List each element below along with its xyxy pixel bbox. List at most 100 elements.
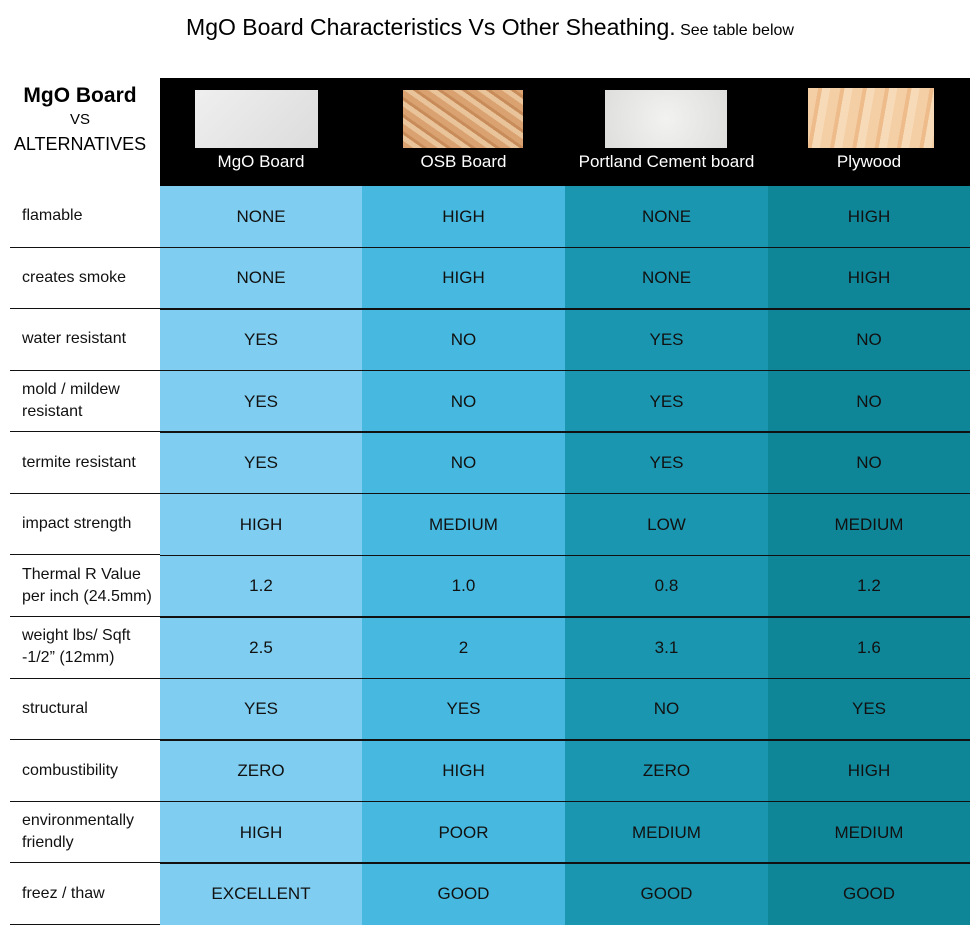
table-cell: MEDIUM <box>632 822 701 842</box>
row-label: environmentally friendly <box>10 802 160 864</box>
table-cell: YES <box>243 453 279 473</box>
table-cell: 1.0 <box>451 576 476 596</box>
row-label-line: environmentally <box>22 812 135 830</box>
mgo-swatch <box>195 90 318 148</box>
row-separator <box>160 862 970 864</box>
row-label: termite resistant <box>10 432 160 494</box>
table-cell: GOOD <box>843 884 895 904</box>
table-cell: POOR <box>438 822 489 842</box>
table-cell: NO <box>450 453 477 473</box>
row-label: mold / mildew resistant <box>10 371 160 433</box>
table-cell: 3.1 <box>654 637 679 657</box>
table-cell: NO <box>653 699 680 719</box>
row-label-line: impact strength <box>22 515 132 533</box>
table-cell: HIGH <box>442 206 485 226</box>
row-label-line: Thermal R Value <box>22 565 141 583</box>
table-cell: NONE <box>641 268 692 288</box>
title: MgO Board Characteristics Vs Other Sheat… <box>186 14 676 40</box>
table-cell: GOOD <box>640 884 693 904</box>
table-cell: 2 <box>458 637 469 657</box>
row-separator <box>160 739 970 741</box>
table-cell: MEDIUM <box>834 822 904 842</box>
row-label-line: creates smoke <box>22 268 127 286</box>
table-cell: HIGH <box>847 761 891 781</box>
corner-header: MgO Board VS ALTERNATIVES <box>0 84 160 156</box>
title-bar: MgO Board Characteristics Vs Other Sheat… <box>0 14 980 41</box>
row-separator <box>160 492 970 495</box>
row-label-line: termite resistant <box>22 453 136 471</box>
table-cell: GOOD <box>437 884 490 904</box>
row-separator <box>160 431 970 433</box>
table-cell: HIGH <box>847 206 891 226</box>
table-cell: YES <box>243 329 279 349</box>
row-separator <box>160 800 970 803</box>
row-separator <box>160 616 970 618</box>
row-separator <box>160 369 970 372</box>
table-cell: HIGH <box>239 514 283 534</box>
table-cell: YES <box>243 391 279 411</box>
table-cell: NO <box>450 391 477 411</box>
row-label: Thermal R Value per inch (24.5mm) <box>10 556 160 618</box>
table-cell: YES <box>243 699 279 719</box>
plywood-swatch <box>808 88 934 148</box>
row-label-line: mold / mildew <box>22 381 120 399</box>
column-header: Plywood <box>836 152 902 171</box>
column-header: Portland Cement board <box>578 152 755 171</box>
table-cell: 1.2 <box>249 576 273 596</box>
table-cell: YES <box>649 329 684 349</box>
row-label-line: flamable <box>22 207 83 225</box>
table-cell: MEDIUM <box>834 514 904 534</box>
table-cell: EXCELLENT <box>211 884 311 904</box>
row-label: impact strength <box>10 494 160 556</box>
table-cell: ZERO <box>237 761 285 781</box>
row-label-line: friendly <box>22 834 74 852</box>
table-cell: NONE <box>641 206 692 226</box>
corner-line: ALTERNATIVES <box>13 134 147 154</box>
row-label: creates smoke <box>10 248 160 310</box>
subtitle: See table below <box>680 22 794 39</box>
table-cell: NO <box>450 329 477 349</box>
row-label-line: structural <box>22 699 88 717</box>
row-label-line: weight lbs/ Sqft <box>22 627 131 645</box>
row-label: combustibility <box>10 740 160 802</box>
row-separator <box>160 677 970 680</box>
corner-line: MgO Board <box>23 84 137 107</box>
table-cell: 1.6 <box>857 637 881 657</box>
row-label-line: -1/2” (12mm) <box>22 649 115 667</box>
row-label: water resistant <box>10 309 160 371</box>
table-cell: 1.2 <box>857 576 881 596</box>
row-separator <box>160 246 970 249</box>
table-cell: HIGH <box>442 268 485 288</box>
table-cell: NONE <box>236 206 286 226</box>
column-header: MgO Board <box>217 152 305 171</box>
table-cell: HIGH <box>239 822 283 842</box>
row-label-line: freez / thaw <box>22 884 105 902</box>
row-label-line: water resistant <box>22 330 127 348</box>
table-cell: NONE <box>236 268 286 288</box>
row-label-line: combustibility <box>22 761 119 779</box>
osb-swatch <box>403 90 523 148</box>
row-separator <box>160 554 970 556</box>
row-label: freez / thaw <box>10 863 160 925</box>
table-cell: YES <box>851 699 887 719</box>
table-cell: NO <box>856 391 882 411</box>
row-label: structural <box>10 679 160 741</box>
column-header: OSB Board <box>420 152 507 171</box>
row-label: flamable <box>10 186 160 248</box>
corner-line: VS <box>69 111 90 128</box>
row-label: weight lbs/ Sqft -1/2” (12mm) <box>10 617 160 679</box>
table-cell: YES <box>446 699 481 719</box>
table-cell: HIGH <box>847 268 891 288</box>
table-cell: MEDIUM <box>429 514 498 534</box>
row-label-line: resistant <box>22 403 83 421</box>
table-cell: HIGH <box>442 761 485 781</box>
table-cell: 0.8 <box>654 576 679 596</box>
table-cell: LOW <box>647 514 686 534</box>
table-cell: NO <box>856 329 882 349</box>
cement-swatch <box>605 90 727 148</box>
table-cell: YES <box>649 391 684 411</box>
row-separator <box>160 308 970 310</box>
table-cell: 2.5 <box>249 637 273 657</box>
table-cell: NO <box>856 453 882 473</box>
